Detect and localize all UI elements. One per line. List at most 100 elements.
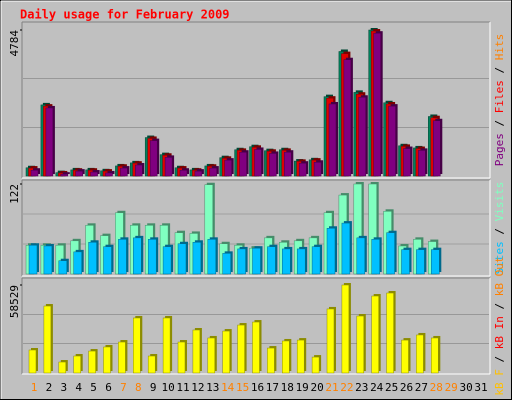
bar	[43, 245, 53, 275]
x-tick-label: 29	[445, 381, 458, 394]
bar	[326, 228, 336, 275]
legend-separator: /	[493, 221, 506, 241]
legend-separator: /	[493, 349, 506, 369]
bar	[73, 355, 81, 374]
bar	[103, 246, 112, 275]
bar	[28, 244, 38, 275]
legend-separator: /	[493, 113, 506, 133]
bar	[207, 239, 217, 275]
bar	[88, 350, 96, 374]
bar	[341, 222, 351, 275]
bar	[431, 249, 440, 275]
x-tick-label: 21	[325, 381, 338, 394]
x-tick-label: 11	[176, 381, 189, 394]
bar	[343, 59, 352, 177]
x-tick-label: 20	[310, 381, 323, 394]
bar	[418, 150, 426, 177]
bar	[282, 340, 290, 374]
x-tick-label: 9	[150, 381, 157, 394]
bar	[149, 140, 158, 177]
x-tick-label: 24	[370, 381, 384, 394]
x-tick-label: 7	[120, 381, 127, 394]
bar	[207, 337, 216, 374]
legend-entry: Hits	[493, 34, 506, 61]
bar	[358, 97, 367, 177]
bar	[177, 243, 187, 275]
bar	[282, 248, 291, 275]
x-tick-label: 23	[355, 381, 368, 394]
legend-entry: kB Out	[493, 256, 506, 296]
x-tick-label: 25	[385, 381, 398, 394]
bar	[401, 249, 410, 275]
bar	[162, 317, 171, 374]
x-tick-label: 14	[221, 381, 235, 394]
bar	[284, 151, 292, 177]
bar	[267, 347, 275, 374]
bar	[296, 248, 306, 275]
bar	[416, 334, 424, 374]
legend-separator: /	[493, 296, 506, 316]
bar	[73, 251, 82, 275]
legend-entry: Visits	[493, 182, 506, 222]
x-tick-label: 30	[459, 381, 472, 394]
x-tick-label: 10	[161, 381, 174, 394]
y-tick-label: 122	[8, 184, 21, 204]
chart-title: Daily usage for February 2009	[20, 8, 230, 22]
bar	[433, 120, 441, 177]
bar	[88, 242, 97, 275]
bar	[147, 239, 157, 275]
bar	[120, 167, 128, 177]
bar	[133, 237, 142, 275]
bar	[135, 164, 143, 177]
legend: kB F / kB In / kB Out	[493, 256, 506, 395]
bar	[313, 162, 322, 177]
x-tick-label: 5	[90, 381, 97, 394]
bar	[103, 346, 111, 374]
x-tick-label: 16	[251, 381, 264, 394]
y-tick-label: 58529	[8, 285, 21, 318]
bar	[269, 153, 277, 177]
bar	[311, 356, 320, 374]
bar	[43, 305, 52, 374]
x-tick-label: 13	[206, 381, 219, 394]
bar	[311, 246, 321, 275]
legend-separator: /	[493, 60, 506, 80]
bar	[192, 329, 201, 374]
x-tick-label: 6	[105, 381, 112, 394]
bar	[431, 337, 439, 374]
x-tick-label: 31	[474, 381, 487, 394]
legend-entry: Sites	[493, 241, 506, 274]
bar	[164, 157, 173, 177]
bar	[237, 248, 246, 275]
bar	[371, 295, 379, 374]
bar	[209, 167, 218, 177]
bar	[90, 171, 98, 177]
bar	[237, 324, 245, 374]
bar	[254, 149, 262, 177]
x-tick-label: 17	[266, 381, 279, 394]
legend: Pages / Files / Hits	[493, 34, 506, 167]
x-tick-label: 15	[236, 381, 249, 394]
bar	[416, 249, 425, 275]
bar	[192, 242, 202, 275]
x-tick-label: 28	[430, 381, 443, 394]
bar-shadow	[107, 170, 115, 174]
bar	[105, 172, 113, 177]
bar	[60, 173, 69, 177]
legend-entry: kB In	[493, 316, 506, 349]
legend-entry: Pages	[493, 133, 506, 166]
x-tick-label: 19	[296, 381, 309, 394]
bar	[75, 170, 83, 177]
legend-entry: kB F	[493, 369, 506, 396]
bar	[239, 151, 247, 177]
x-tick-label: 3	[60, 381, 67, 394]
bar-shadow	[62, 172, 70, 174]
bar	[45, 107, 54, 177]
y-tick-label: 4784	[8, 30, 21, 57]
bar	[177, 341, 186, 374]
x-tick-label: 8	[135, 381, 142, 394]
bar	[118, 341, 126, 374]
bar	[373, 32, 381, 177]
